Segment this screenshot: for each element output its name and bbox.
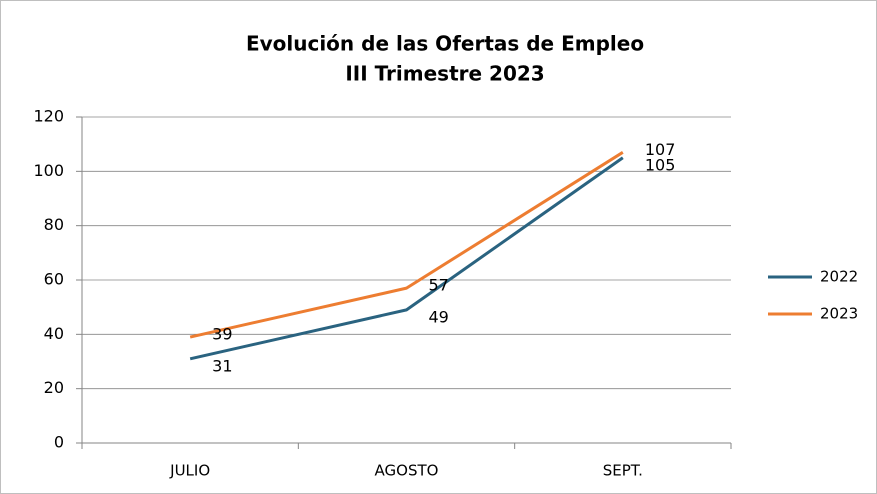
data-label: 105	[645, 155, 676, 174]
y-tick-label: 80	[44, 215, 64, 234]
y-tick-label: 0	[54, 433, 64, 452]
data-label: 39	[212, 325, 232, 344]
legend-label: 2022	[820, 268, 858, 286]
legend-label: 2023	[820, 305, 858, 323]
x-tick-label: JULIO	[169, 462, 210, 480]
data-label: 31	[212, 356, 232, 375]
chart-title: Evolución de las Ofertas de Empleo	[246, 32, 644, 56]
x-tick-label: AGOSTO	[375, 462, 439, 480]
data-label: 49	[429, 307, 449, 326]
y-tick-label: 20	[44, 378, 64, 397]
y-tick-label: 40	[44, 324, 64, 343]
data-label: 57	[429, 276, 449, 295]
y-tick-label: 100	[33, 161, 64, 180]
x-tick-label: SEPT.	[603, 462, 643, 480]
series-line	[189, 151, 624, 339]
y-tick-label: 60	[44, 270, 64, 289]
data-label: 107	[645, 140, 676, 159]
y-tick-label: 120	[33, 107, 64, 126]
chart-title: III Trimestre 2023	[345, 62, 544, 86]
series-line	[189, 156, 624, 361]
